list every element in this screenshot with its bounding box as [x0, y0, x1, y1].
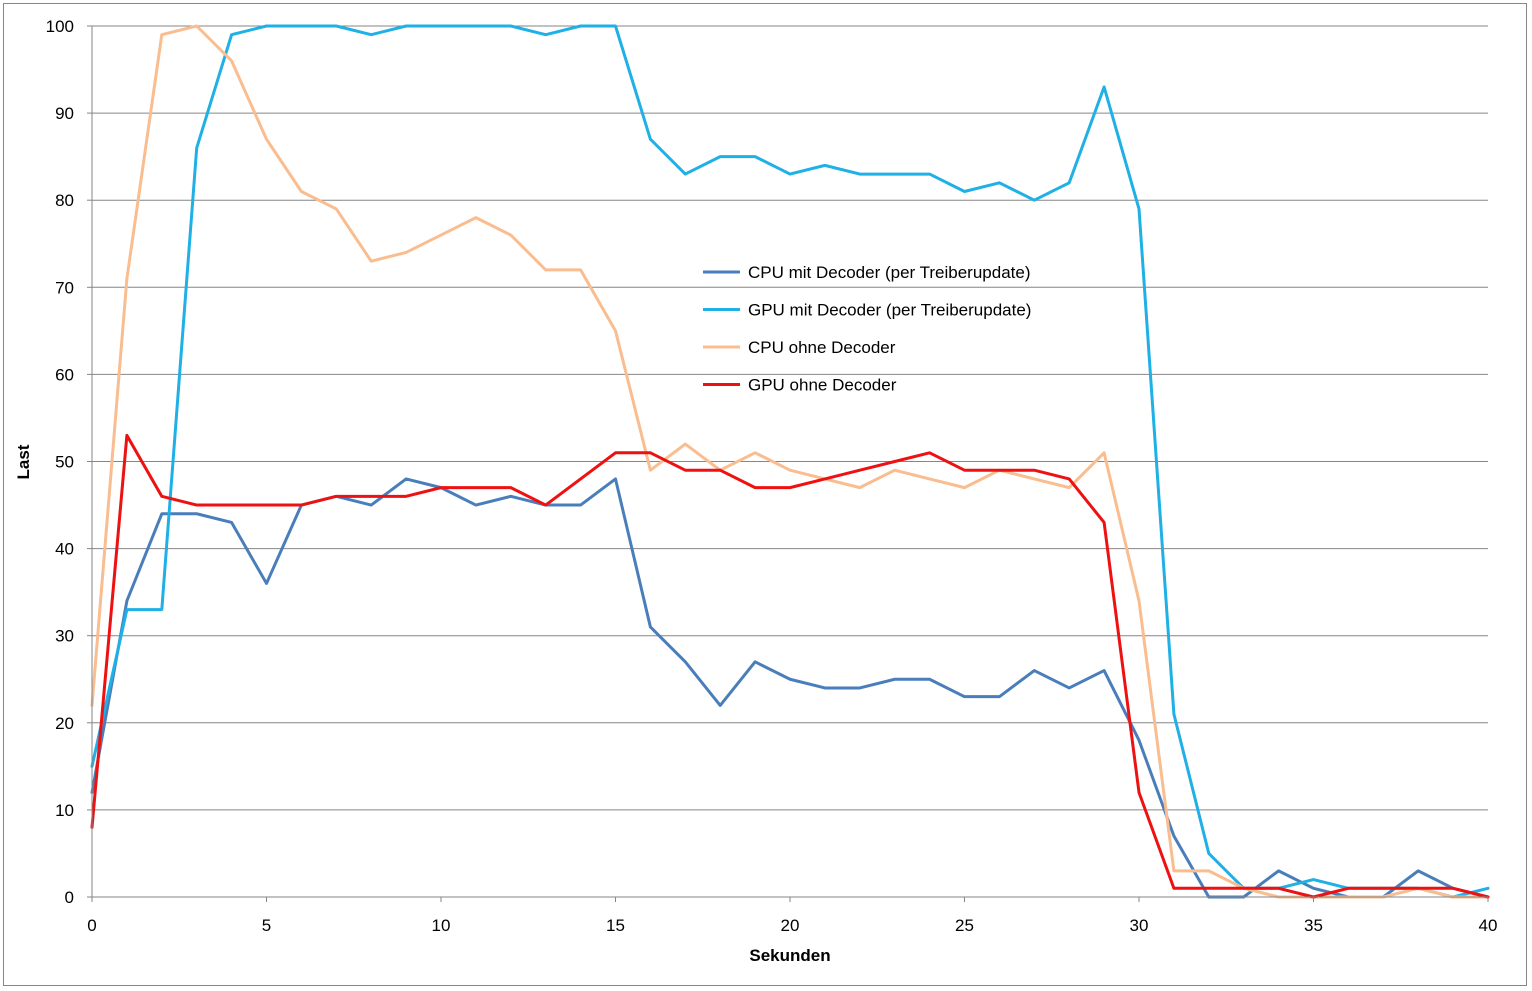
y-tick-label: 30 — [55, 627, 74, 646]
legend-label: CPU ohne Decoder — [748, 338, 896, 357]
series-line-0 — [90, 477, 1490, 899]
gridlines — [92, 25, 1488, 811]
series-lines — [90, 24, 1490, 899]
x-tick-label: 30 — [1130, 916, 1149, 935]
axes — [87, 25, 1489, 902]
y-tick-label: 60 — [55, 365, 74, 384]
y-tick-label: 0 — [65, 888, 74, 907]
y-tick-label: 80 — [55, 191, 74, 210]
y-axis-title: Last — [14, 444, 33, 479]
y-tick-label: 20 — [55, 714, 74, 733]
chart-frame — [3, 3, 1527, 986]
x-tick-label: 0 — [87, 916, 96, 935]
x-tick-label: 10 — [432, 916, 451, 935]
x-tick-label: 35 — [1304, 916, 1323, 935]
series-line-2 — [90, 24, 1490, 899]
legend-label: GPU ohne Decoder — [748, 376, 897, 395]
y-tick-label: 90 — [55, 104, 74, 123]
y-tick-label: 70 — [55, 278, 74, 297]
x-tick-label: 25 — [955, 916, 974, 935]
y-tick-labels: 0 10 20 30 40 50 60 70 80 90 100 — [46, 17, 74, 907]
legend-label: GPU mit Decoder (per Treiberupdate) — [748, 301, 1031, 320]
y-tick-label: 10 — [55, 801, 74, 820]
x-tick-labels: 0 5 10 15 20 25 30 35 40 — [87, 916, 1497, 935]
legend-label: CPU mit Decoder (per Treiberupdate) — [748, 263, 1031, 282]
series-line-3 — [90, 433, 1490, 899]
y-tick-label: 50 — [55, 453, 74, 472]
x-tick-label: 20 — [781, 916, 800, 935]
x-tick-label: 5 — [262, 916, 271, 935]
x-tick-label: 40 — [1479, 916, 1498, 935]
x-tick-label: 15 — [606, 916, 625, 935]
x-axis-title: Sekunden — [749, 946, 830, 965]
y-tick-label: 40 — [55, 540, 74, 559]
y-tick-label: 100 — [46, 17, 74, 36]
legend: CPU mit Decoder (per Treiberupdate) GPU m… — [703, 263, 1031, 395]
